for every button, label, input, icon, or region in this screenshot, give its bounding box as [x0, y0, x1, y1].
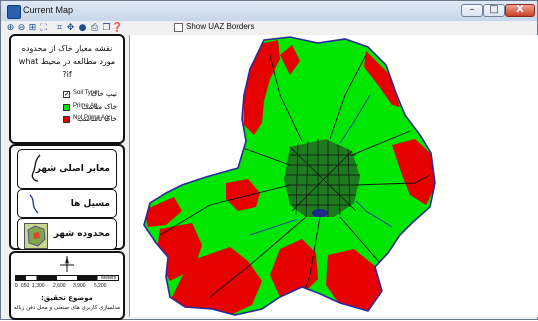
- zoom-out-icon[interactable]: ⊖: [16, 22, 27, 33]
- print-icon[interactable]: ⎙: [89, 22, 100, 33]
- layer-streams[interactable]: مسیل ها: [17, 189, 117, 218]
- not-prime-swatch: [63, 116, 70, 123]
- full-extent-icon[interactable]: ⛶: [38, 22, 49, 33]
- legend-panel: نقشه معیار خاک از محدوده مورد مطالعه در …: [9, 34, 125, 144]
- close-icon: X: [506, 4, 534, 15]
- stream-line-icon: [26, 193, 46, 215]
- legend-soil-type: تیپ خاک ✓ Soil Type: [17, 90, 119, 100]
- legend-prime-en: Prime Ag.: [73, 103, 99, 109]
- city-thumbnail-icon: [24, 223, 48, 249]
- toolbar: ⊕ ⊖ ⊞ ⛶ ⌗ ✥ ● ⎙ ❐ ❓ Show UAZ Borders: [1, 21, 537, 35]
- soil-map: [130, 35, 538, 317]
- close-button[interactable]: X: [505, 4, 535, 17]
- layer-streams-label: مسیل ها: [71, 199, 110, 209]
- reservoir: [312, 209, 328, 217]
- globe-icon[interactable]: ●: [77, 22, 88, 33]
- minimize-button[interactable]: –: [461, 4, 483, 17]
- minimize-icon: –: [462, 4, 482, 15]
- legend-soil-type-en: Soil Type: [73, 90, 98, 96]
- layer-city-boundary[interactable]: محدوده شهر: [17, 218, 117, 250]
- scale-unit: Meters: [101, 275, 116, 281]
- legend-prime: خاک مناسب Prime Ag.: [17, 103, 119, 113]
- research-topic-title: موضوع تحقیق:: [13, 294, 121, 302]
- scale-tick: 5,200: [94, 283, 107, 289]
- zoom-box-icon[interactable]: ⊞: [27, 22, 38, 33]
- maximize-icon: □: [484, 4, 504, 15]
- prime-swatch: [63, 104, 70, 111]
- pan-icon[interactable]: ✥: [65, 22, 76, 33]
- show-uaz-checkbox[interactable]: [174, 23, 183, 32]
- copy-icon[interactable]: ❐: [101, 22, 112, 33]
- scale-panel: 0 650 1,300 2,600 3,900 5,200 Meters موض…: [9, 251, 125, 320]
- window-title: Current Map: [23, 5, 73, 15]
- soil-type-checkbox[interactable]: ✓: [63, 91, 70, 98]
- show-uaz-label: Show UAZ Borders: [186, 22, 254, 31]
- scale-tick: 3,900: [73, 283, 86, 289]
- scale-tick: 2,600: [53, 283, 66, 289]
- layer-city-boundary-label: محدوده شهر: [54, 229, 110, 239]
- layers-panel: معابر اصلی شهر مسیل ها محدوده شهر: [9, 144, 125, 250]
- layer-main-roads[interactable]: معابر اصلی شهر: [17, 149, 117, 189]
- legend-not-prime: خاک نامناسب Not Prime Ag.: [17, 115, 119, 125]
- research-topic-text: مدلسازی کاربری های صنعتی و محل دفن زباله: [13, 305, 121, 311]
- map-title: نقشه معیار خاک از محدوده مورد مطالعه در …: [15, 42, 119, 81]
- north-arrow-icon: [59, 255, 75, 273]
- layer-main-roads-label: معابر اصلی شهر: [36, 164, 110, 174]
- maximize-button[interactable]: □: [483, 4, 505, 17]
- legend-not-prime-en: Not Prime Ag.: [73, 115, 110, 121]
- scale-tick: 650: [21, 283, 29, 289]
- scale-ticks: 0 650 1,300 2,600 3,900 5,200 Meters: [15, 283, 119, 291]
- title-bar: Current Map – □ X: [1, 1, 537, 22]
- scale-tick: 1,300: [32, 283, 45, 289]
- zoom-in-icon[interactable]: ⊕: [5, 22, 16, 33]
- zoom-extent-icon[interactable]: ⌗: [54, 22, 65, 33]
- scale-tick: 0: [15, 283, 18, 289]
- info-icon[interactable]: ❓: [112, 22, 123, 33]
- map-canvas[interactable]: [129, 35, 538, 317]
- app-icon: [7, 5, 21, 19]
